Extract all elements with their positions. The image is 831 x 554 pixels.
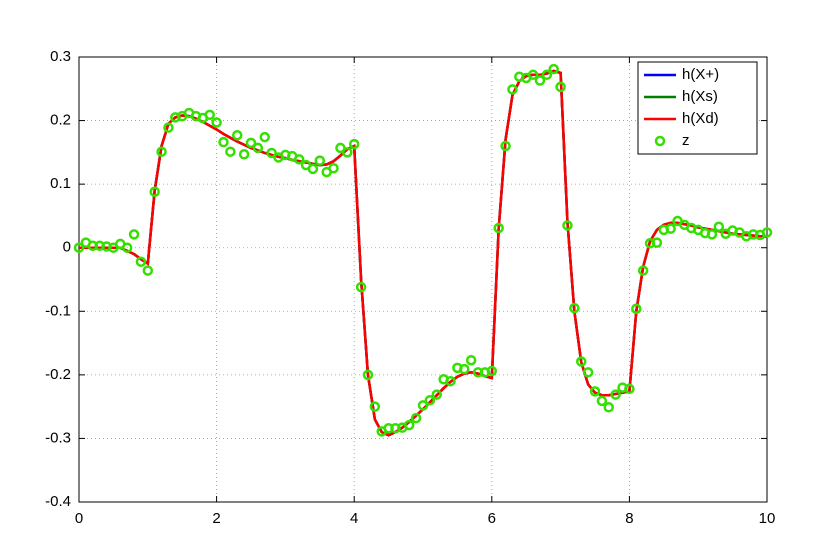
data-point xyxy=(631,303,642,314)
data-point xyxy=(335,142,346,154)
data-point xyxy=(369,401,381,412)
data-point xyxy=(486,365,498,377)
data-point xyxy=(548,63,559,75)
data-point xyxy=(637,265,649,276)
data-point xyxy=(665,223,676,234)
data-point xyxy=(610,389,621,400)
data-point xyxy=(135,256,147,267)
plot-frame xyxy=(78,56,768,503)
data-point xyxy=(410,412,422,424)
data-point xyxy=(706,229,718,240)
data-point xyxy=(149,186,160,198)
y-tick-label: 0.2 xyxy=(50,112,71,129)
data-point xyxy=(314,155,326,166)
data-point xyxy=(293,154,305,165)
data-point xyxy=(465,354,477,366)
data-point xyxy=(204,109,215,121)
data-point xyxy=(575,356,587,367)
data-point xyxy=(713,221,725,232)
data-point xyxy=(589,386,601,397)
data-point xyxy=(624,383,635,395)
x-tick-label: 0 xyxy=(75,510,83,527)
data-point xyxy=(500,140,511,152)
y-tick-label: 0.3 xyxy=(50,48,71,65)
x-tick-label: 4 xyxy=(350,510,358,527)
data-point xyxy=(541,69,553,81)
data-point xyxy=(431,389,443,400)
data-point xyxy=(211,117,222,128)
y-tick-label: 0.1 xyxy=(50,175,71,192)
y-tick-label: -0.3 xyxy=(45,429,71,446)
legend-label: h(Xs) xyxy=(682,88,718,105)
data-point xyxy=(266,147,277,159)
data-point xyxy=(507,84,518,95)
data-point xyxy=(128,229,140,240)
data-point xyxy=(218,136,229,148)
y-tick-label: -0.1 xyxy=(45,302,71,319)
x-tick-label: 10 xyxy=(759,510,776,527)
data-point xyxy=(355,281,367,293)
data-point xyxy=(121,242,133,253)
data-point xyxy=(259,131,271,143)
data-point xyxy=(417,400,429,411)
data-point xyxy=(348,138,360,150)
data-point xyxy=(582,367,594,378)
legend-label: z xyxy=(682,132,690,149)
data-point xyxy=(231,129,243,141)
x-tick-label: 8 xyxy=(625,510,633,527)
data-point xyxy=(342,147,353,158)
data-point xyxy=(156,146,167,157)
data-point xyxy=(245,137,257,149)
legend-label: h(X+) xyxy=(682,66,719,83)
data-point xyxy=(307,163,319,175)
data-point xyxy=(328,163,339,174)
data-point xyxy=(445,375,456,387)
data-point xyxy=(252,142,264,154)
data-point xyxy=(238,149,250,160)
x-tick-label: 6 xyxy=(488,510,496,527)
x-tick-label: 2 xyxy=(212,510,220,527)
data-point xyxy=(534,75,546,86)
data-point xyxy=(459,363,470,375)
data-point xyxy=(73,242,85,253)
data-point xyxy=(403,419,415,431)
data-point xyxy=(651,237,663,248)
data-point xyxy=(163,122,174,133)
data-point xyxy=(761,227,773,238)
data-point xyxy=(603,402,615,413)
y-tick-label: 0 xyxy=(63,239,71,256)
data-point xyxy=(362,369,374,381)
data-point xyxy=(142,265,154,276)
data-point xyxy=(493,222,504,234)
y-tick-label: -0.4 xyxy=(45,493,71,510)
data-point xyxy=(562,220,573,231)
legend-label: h(Xd) xyxy=(682,110,719,127)
y-tick-label: -0.2 xyxy=(45,366,71,383)
legend-swatch xyxy=(654,135,666,147)
data-point xyxy=(225,146,236,157)
data-point xyxy=(596,395,608,407)
data-point xyxy=(424,395,436,406)
data-point xyxy=(555,81,566,93)
data-point xyxy=(569,302,580,314)
data-point xyxy=(527,69,539,81)
